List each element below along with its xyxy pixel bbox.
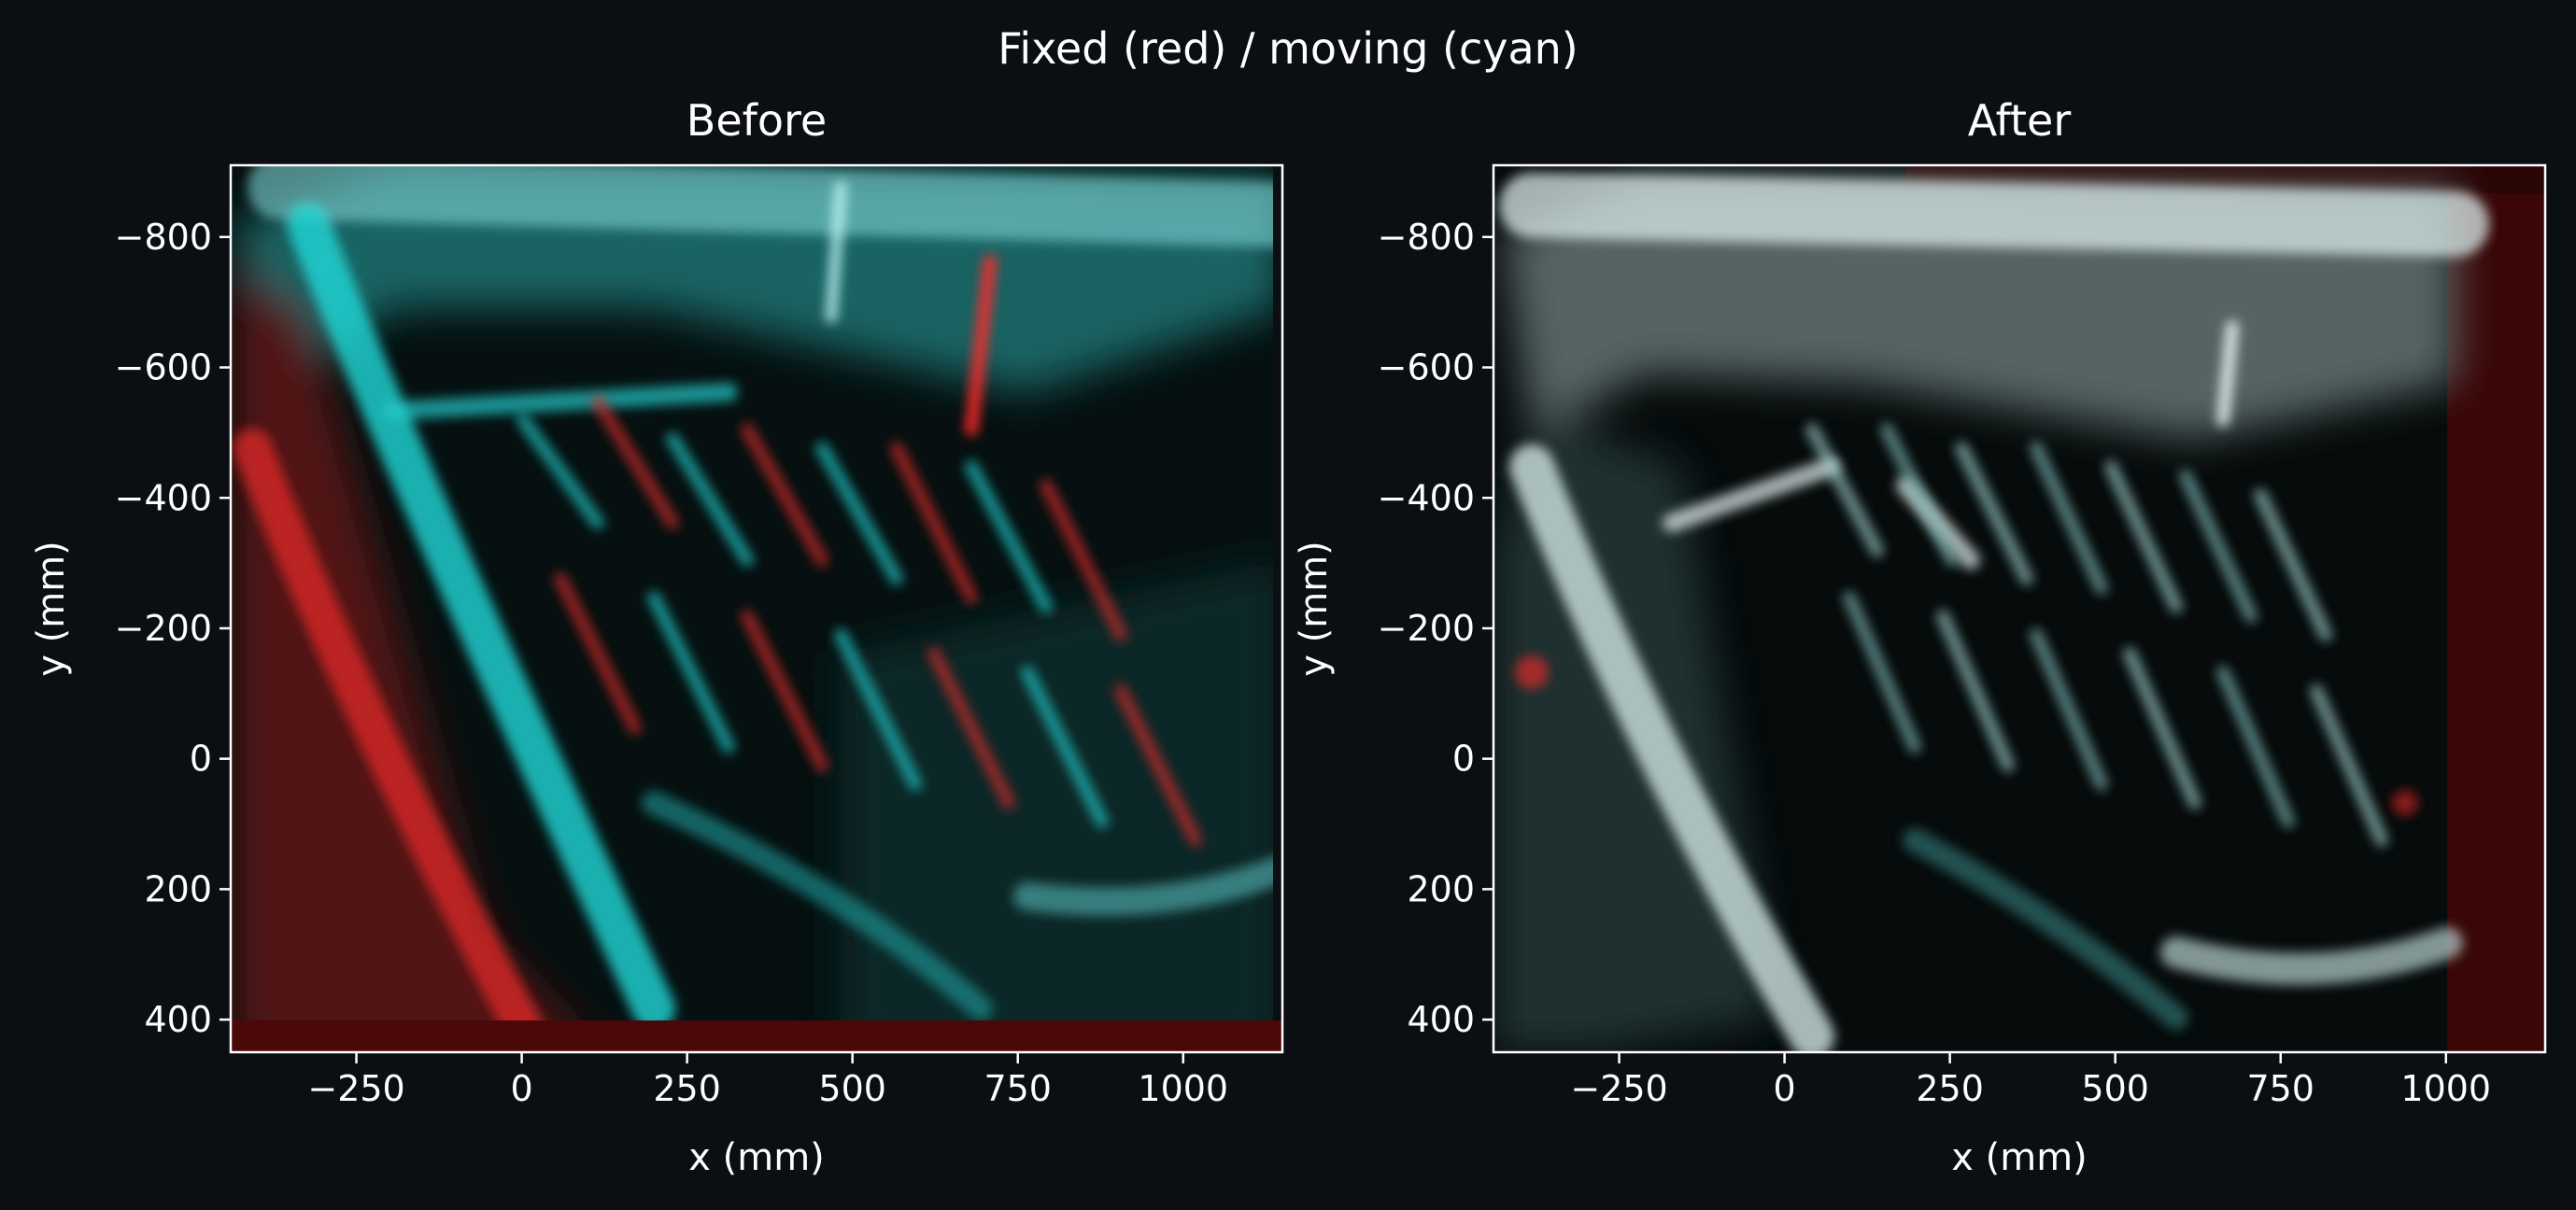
after-y-tick-label: −600	[1378, 347, 1475, 388]
after-y-tick-label: −200	[1378, 608, 1475, 649]
after-overlay-image	[1493, 165, 2545, 1052]
after-x-tick-label: 1000	[2400, 1068, 2491, 1109]
after-axes-frame	[1492, 163, 2547, 1054]
before-x-tick-label: 750	[984, 1068, 1052, 1109]
after-ticks: −250 0 250 500 750 1000 −800 −600 −400 −200 0 200 40…	[1378, 217, 2492, 1109]
before-y-tick-label: 0	[190, 739, 212, 780]
before-title: Before	[686, 95, 827, 146]
before-axes-frame	[229, 163, 1284, 1054]
after-y-tick-label: 200	[1407, 868, 1475, 909]
after-y-tick-label: 0	[1452, 739, 1475, 780]
after-y-tick-label: −800	[1378, 217, 1475, 258]
before-overlay-image	[231, 165, 1282, 1052]
after-title: After	[1968, 95, 2072, 146]
before-y-tick-label: −800	[115, 217, 212, 258]
after-x-axis-label: x (mm)	[1951, 1136, 2088, 1179]
after-y-tick-label: −400	[1378, 477, 1475, 518]
panel-after: After x (mm) y (mm) −250 0 250 500 750 1000 −8…	[1293, 95, 2547, 1179]
before-y-axis-label: y (mm)	[30, 541, 73, 677]
before-y-tick-label: 400	[144, 999, 212, 1040]
after-x-tick-label: 250	[1916, 1068, 1984, 1109]
after-x-tick-label: 0	[1774, 1068, 1796, 1109]
after-x-tick-label: −250	[1570, 1068, 1667, 1109]
before-ticks: −250 0 250 500 750 1000 −800 −600 −400 −200 0 200 40…	[115, 217, 1229, 1109]
before-y-tick-label: −200	[115, 608, 212, 649]
before-x-tick-label: 250	[653, 1068, 721, 1109]
after-y-axis-label: y (mm)	[1293, 541, 1336, 677]
panel-before: Before x (mm) y (mm) −250 0 250 500 750 1000−…	[30, 95, 1284, 1179]
before-x-tick-label: −250	[307, 1068, 404, 1109]
before-x-tick-label: 0	[511, 1068, 533, 1109]
after-x-tick-label: 750	[2246, 1068, 2314, 1109]
before-y-tick-label: 200	[144, 868, 212, 909]
before-x-tick-label: 500	[818, 1068, 886, 1109]
before-y-tick-label: −600	[115, 347, 212, 388]
after-x-tick-label: 500	[2081, 1068, 2149, 1109]
before-x-axis-label: x (mm)	[688, 1136, 825, 1179]
before-y-tick-label: −400	[115, 477, 212, 518]
before-x-tick-label: 1000	[1138, 1068, 1228, 1109]
figure-suptitle: Fixed (red) / moving (cyan)	[998, 23, 1578, 74]
after-y-tick-label: 400	[1407, 999, 1475, 1040]
